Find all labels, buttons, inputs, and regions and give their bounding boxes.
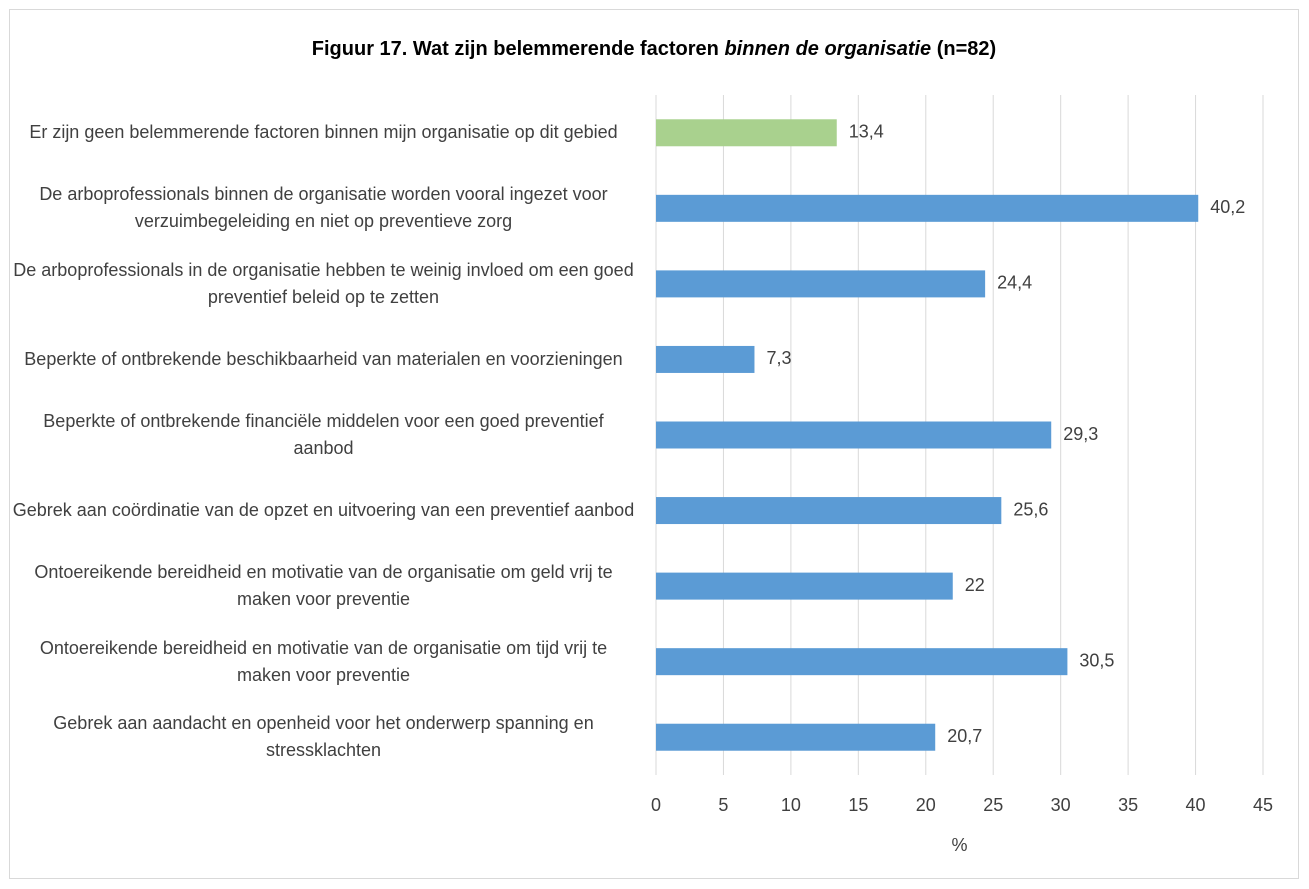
chart-title: Figuur 17. Wat zijn belemmerende factore…	[312, 38, 996, 60]
x-tick-label: 15	[848, 795, 868, 815]
x-tick-label: 45	[1253, 795, 1273, 815]
data-label: 40,2	[1210, 197, 1245, 217]
x-axis-title: %	[951, 835, 967, 855]
title-part: Figuur 17. Wat zijn belemmerende factore…	[312, 38, 725, 60]
y-tick-label: Er zijn geen belemmerende factoren binne…	[29, 122, 618, 143]
data-label: 7,3	[766, 348, 791, 368]
x-tick-label: 40	[1186, 795, 1206, 815]
y-tick-label: Ontoereikende bereidheid en motivatie va…	[39, 637, 608, 685]
y-tick-label: Gebrek aan coördinatie van de opzet en u…	[12, 500, 635, 521]
y-tick-label: Beperkte of ontbrekende beschikbaarheid …	[24, 348, 623, 369]
bar	[656, 119, 837, 147]
bar	[656, 194, 1199, 222]
bar	[656, 648, 1068, 676]
x-tick-label: 10	[781, 795, 801, 815]
x-tick-label: 30	[1051, 795, 1071, 815]
y-tick-label: Beperkte of ontbrekende financiële midde…	[43, 411, 604, 458]
bar	[656, 723, 936, 751]
data-label: 30,5	[1079, 650, 1114, 670]
title-part: binnen de organisatie	[724, 38, 931, 60]
x-tick-label: 20	[916, 795, 936, 815]
y-tick-label: De arboprofessionals in de organisatie h…	[13, 259, 634, 307]
x-tick-label: 35	[1118, 795, 1138, 815]
bar	[656, 345, 755, 373]
y-tick-label: De arboprofessionals binnen de organisat…	[39, 184, 608, 232]
x-tick-label: 25	[983, 795, 1003, 815]
data-label: 24,4	[997, 273, 1032, 293]
x-tick-label: 0	[651, 795, 661, 815]
bar	[656, 421, 1052, 449]
bar	[656, 270, 986, 298]
y-tick-label: Ontoereikende bereidheid en motivatie va…	[34, 562, 613, 610]
x-tick-label: 5	[718, 795, 728, 815]
data-label: 22	[965, 575, 985, 595]
data-label: 20,7	[947, 726, 982, 746]
data-label: 29,3	[1063, 424, 1098, 444]
bar	[656, 497, 1002, 525]
title-part: (n=82)	[931, 38, 996, 60]
chart-frame	[9, 9, 1299, 879]
data-label: 13,4	[849, 122, 884, 142]
bar	[656, 572, 953, 600]
y-tick-label: Gebrek aan aandacht en openheid voor het…	[53, 713, 594, 761]
data-label: 25,6	[1013, 499, 1048, 519]
